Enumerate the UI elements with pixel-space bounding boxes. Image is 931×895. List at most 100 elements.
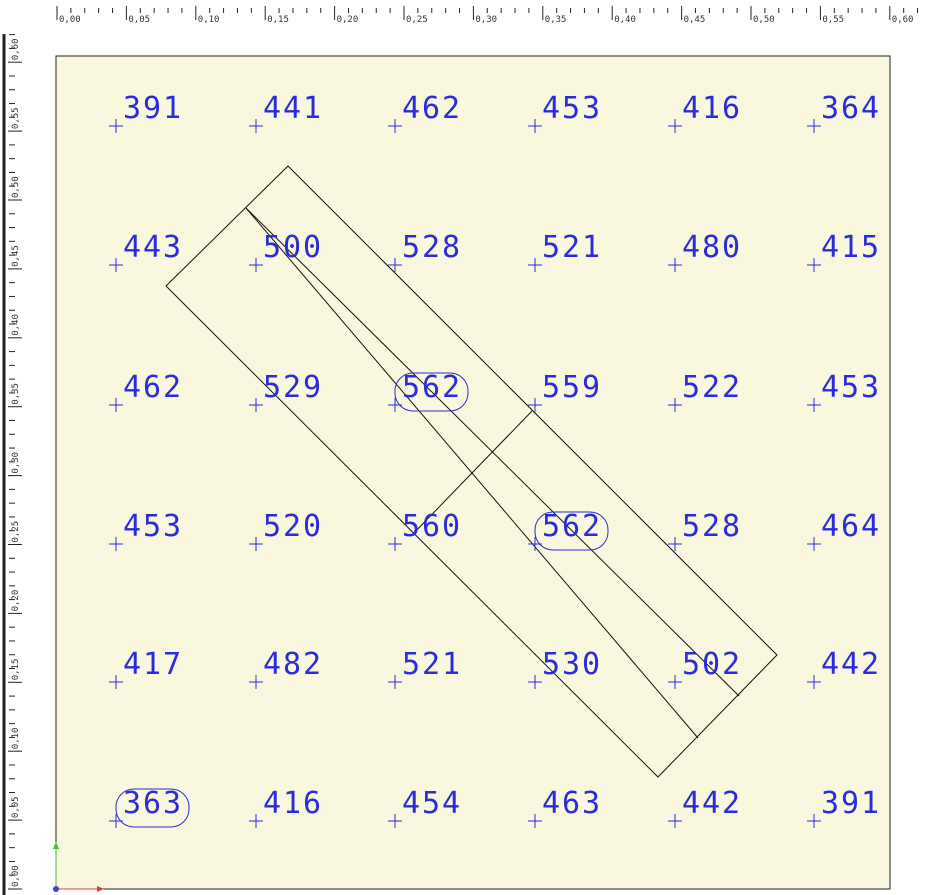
grid-value-item[interactable]: 502	[668, 647, 740, 689]
ruler-top-label: 0,30	[475, 15, 497, 25]
grid-value-item[interactable]: 500	[249, 230, 321, 272]
grid-value-item[interactable]: 453	[109, 509, 181, 551]
grid-value-label: 417	[123, 647, 181, 682]
grid-value-item[interactable]: 530	[528, 647, 600, 689]
grid-value-label: 462	[123, 370, 181, 405]
ruler-left-label: 0,60	[11, 39, 21, 61]
grid-value-label: 562	[542, 509, 600, 544]
grid-value-item[interactable]: 562	[528, 509, 609, 551]
ruler-top-label: 0,15	[267, 15, 289, 25]
grid-value-label: 415	[821, 230, 879, 265]
grid-value-label: 454	[402, 786, 460, 821]
ruler-top-label: 0,20	[337, 15, 359, 25]
grid-value-item[interactable]: 416	[668, 91, 740, 133]
grid-value-label: 416	[682, 91, 740, 126]
drawing-canvas[interactable]: 391 441 462 453 416 364 443 500 528 521 480 415 462 5…	[34, 34, 931, 895]
value-highlight-outline	[534, 511, 609, 551]
ruler-top-label: 0,60	[892, 15, 914, 25]
grid-value-item[interactable]: 482	[249, 647, 321, 689]
ruler-left-label: 0,05	[11, 796, 21, 818]
ruler-top-label: 0,00	[59, 15, 81, 25]
rotated-rectangle-outline[interactable]	[165, 165, 778, 778]
grid-value-item[interactable]: 453	[528, 91, 600, 133]
ruler-top-label: 0,55	[822, 15, 844, 25]
grid-value-item[interactable]: 415	[807, 230, 879, 272]
ruler-left-label: 0,00	[11, 865, 21, 887]
grid-value-item[interactable]: 464	[807, 509, 879, 551]
grid-value-item[interactable]: 529	[249, 370, 321, 412]
grid-value-label: 528	[682, 509, 740, 544]
grid-value-label: 530	[542, 647, 600, 682]
grid-value-item[interactable]: 441	[249, 91, 321, 133]
grid-value-label: 500	[263, 230, 321, 265]
grid-value-item[interactable]: 520	[249, 509, 321, 551]
left-ruler[interactable]: 0,00 0,05 0,10 0,15 0,20 0,25 0,30 0,35 0,40 0,45…	[0, 34, 34, 895]
grid-value-item[interactable]: 391	[109, 91, 181, 133]
origin-axes	[53, 842, 104, 892]
grid-value-label: 364	[821, 91, 879, 126]
cross-line	[410, 410, 533, 537]
grid-value-label: 441	[263, 91, 321, 126]
grid-value-label: 442	[821, 647, 879, 682]
ruler-left-label: 0,50	[11, 176, 21, 198]
ruler-left-label: 0,55	[11, 107, 21, 129]
grid-value-item[interactable]: 442	[668, 786, 740, 828]
grid-value-item[interactable]: 442	[807, 647, 879, 689]
ruler-left-label: 0,10	[11, 728, 21, 750]
ruler-top-label: 0,45	[684, 15, 706, 25]
grid-value-label: 453	[821, 370, 879, 405]
top-ruler[interactable]: 0,00 0,05 0,10 0,15 0,20 0,25 0,30 0,35 0,40 0,45…	[34, 0, 931, 34]
value-highlight-outline	[394, 372, 469, 412]
grid-value-item[interactable]: 453	[807, 370, 879, 412]
ruler-top-label: 0,50	[753, 15, 775, 25]
grid-value-label: 560	[402, 509, 460, 544]
grid-value-item[interactable]: 521	[528, 230, 600, 272]
grid-value-item[interactable]: 462	[109, 370, 181, 412]
grid-value-item[interactable]: 559	[528, 370, 600, 412]
grid-value-label: 463	[542, 786, 600, 821]
grid-value-label: 462	[402, 91, 460, 126]
grid-value-item[interactable]: 416	[249, 786, 321, 828]
grid-value-item[interactable]: 521	[388, 647, 460, 689]
value-grid: 391 441 462 453 416 364 443 500 528 521 480 415 462 5…	[109, 91, 879, 828]
grid-value-item[interactable]: 562	[388, 370, 469, 412]
ruler-left-label: 0,40	[11, 314, 21, 336]
ruler-left-label: 0,30	[11, 452, 21, 474]
grid-value-label: 529	[263, 370, 321, 405]
grid-value-label: 391	[123, 91, 181, 126]
grid-value-item[interactable]: 463	[528, 786, 600, 828]
grid-value-item[interactable]: 454	[388, 786, 460, 828]
outer-rectangle	[165, 165, 778, 778]
grid-value-label: 528	[402, 230, 460, 265]
grid-value-label: 502	[682, 647, 740, 682]
ruler-top-label: 0,40	[614, 15, 636, 25]
ruler-top-label: 0,05	[128, 15, 150, 25]
grid-value-item[interactable]: 528	[388, 230, 460, 272]
drawing-viewport[interactable]: 391 441 462 453 416 364 443 500 528 521 480 415 462 5…	[34, 34, 931, 895]
ruler-left-label: 0,45	[11, 245, 21, 267]
grid-value-label: 522	[682, 370, 740, 405]
grid-value-label: 480	[682, 230, 740, 265]
grid-value-label: 562	[402, 370, 460, 405]
grid-value-item[interactable]: 364	[807, 91, 879, 133]
ruler-left-label: 0,20	[11, 590, 21, 612]
grid-value-item[interactable]: 560	[388, 509, 460, 551]
grid-value-item[interactable]: 417	[109, 647, 181, 689]
grid-value-item[interactable]: 522	[668, 370, 740, 412]
grid-value-label: 391	[821, 786, 879, 821]
grid-value-label: 464	[821, 509, 879, 544]
grid-value-item[interactable]: 443	[109, 230, 181, 272]
ruler-top-label: 0,35	[545, 15, 567, 25]
grid-value-item[interactable]: 480	[668, 230, 740, 272]
ruler-left-label: 0,15	[11, 659, 21, 681]
grid-value-item[interactable]: 528	[668, 509, 740, 551]
ruler-left-label: 0,25	[11, 521, 21, 543]
grid-value-item[interactable]: 391	[807, 786, 879, 828]
ruler-top-label: 0,10	[198, 15, 220, 25]
ruler-left-label: 0,35	[11, 383, 21, 405]
grid-value-item[interactable]: 363	[109, 786, 190, 828]
grid-value-item[interactable]: 462	[388, 91, 460, 133]
grid-value-label: 416	[263, 786, 321, 821]
grid-value-label: 521	[542, 230, 600, 265]
grid-value-label: 363	[123, 786, 181, 821]
